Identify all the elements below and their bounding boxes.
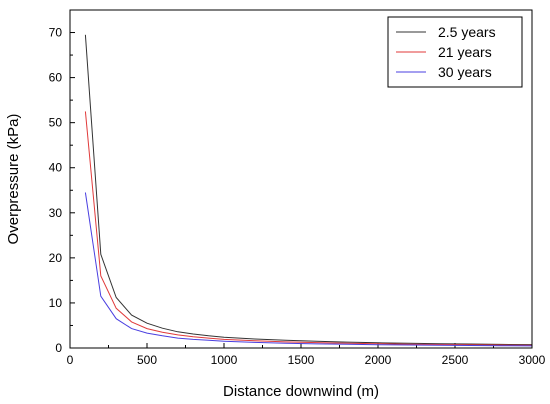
plot-frame [69,9,533,349]
series-line-3 [84,192,533,347]
y-axis-ticks: 0 10 20 30 40 50 60 70 [49,9,75,355]
y-axis-title: Overpressure (kPa) [5,114,22,245]
x-tick-label: 2500 [442,353,469,367]
legend-label: 2.5 years [438,24,496,40]
y-tick-label: 40 [49,161,63,175]
legend-label: 21 years [438,44,492,60]
x-tick-label: 2000 [365,353,392,367]
y-tick-label: 0 [55,341,62,355]
x-axis-ticks: 0 500 1000 1500 2000 2500 3000 [67,343,546,367]
legend-label: 30 years [438,64,492,80]
y-tick-label: 30 [49,206,63,220]
series-line-1 [84,34,533,346]
x-tick-label: 1000 [211,353,238,367]
x-tick-label: 3000 [519,353,546,367]
x-tick-label: 500 [137,353,157,367]
x-tick-label: 0 [67,353,74,367]
x-axis-title: Distance downwind (m) [223,383,379,400]
y-tick-label: 20 [49,251,63,265]
series-line-2 [84,111,533,346]
legend: 2.5 years 21 years 30 years [387,16,523,88]
series-lines [84,34,533,347]
y-tick-label: 60 [49,71,63,85]
y-tick-label: 10 [49,296,63,310]
y-tick-label: 70 [49,26,63,40]
x-tick-label: 1500 [288,353,315,367]
y-tick-label: 50 [49,116,63,130]
